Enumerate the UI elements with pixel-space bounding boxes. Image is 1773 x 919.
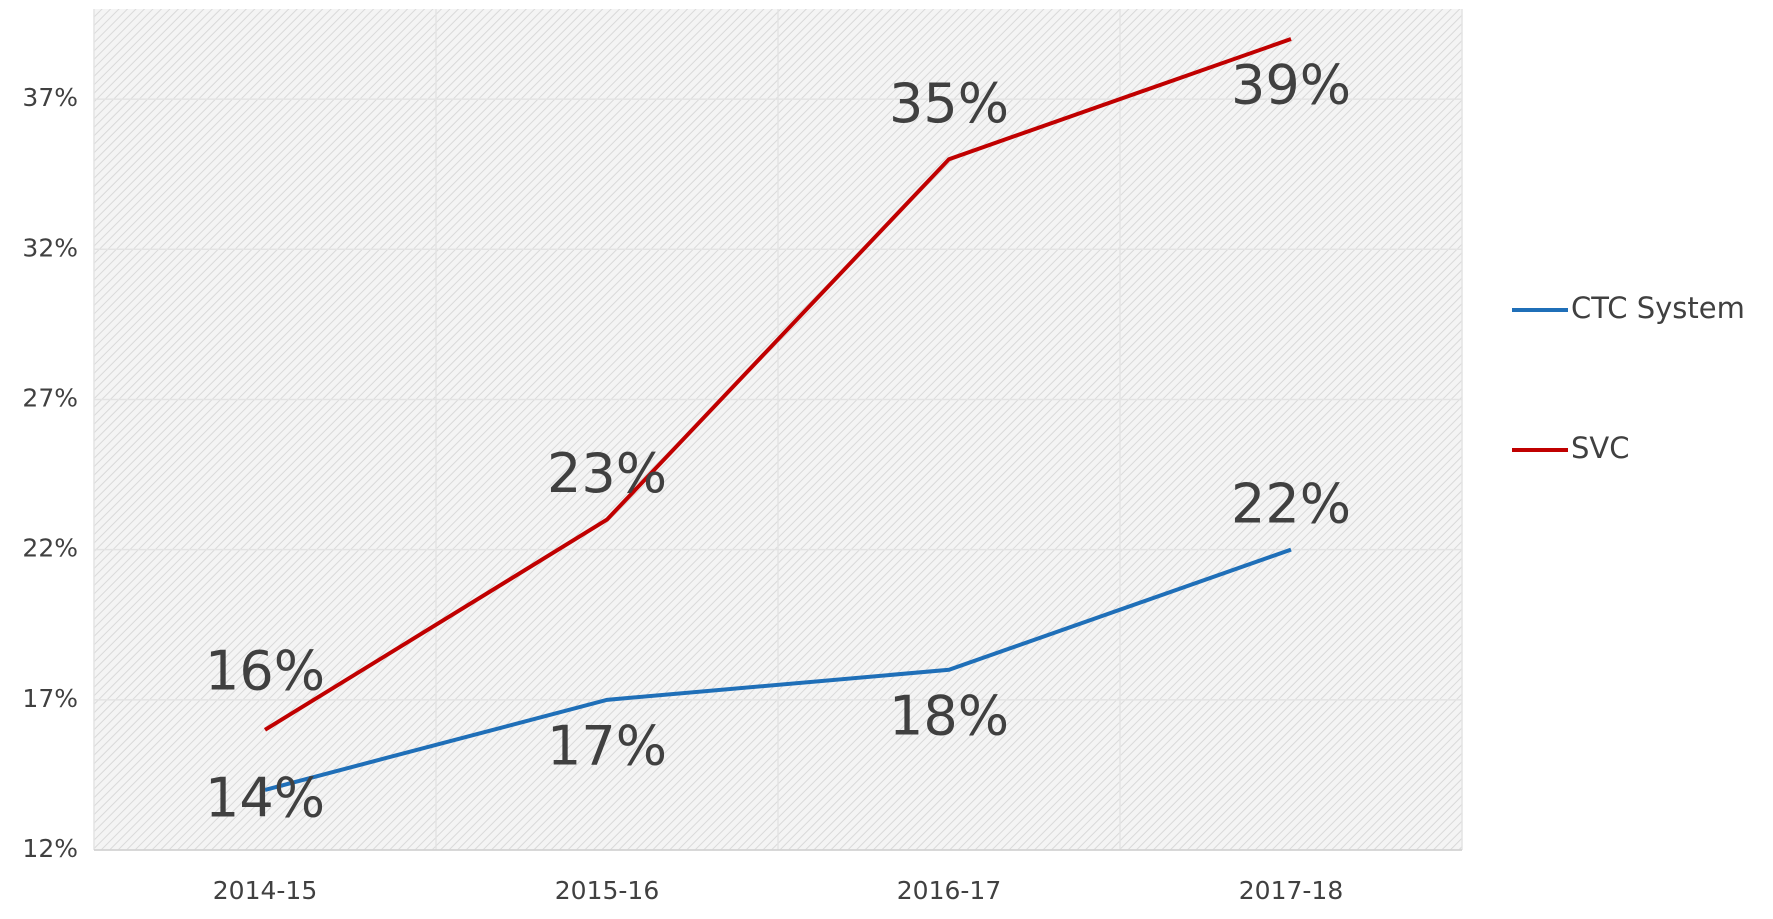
y-tick-label: 32% (22, 233, 78, 262)
y-tick-label: 37% (22, 83, 78, 112)
series-line (264, 547, 1292, 792)
data-label: 23% (547, 442, 667, 505)
data-label: 17% (547, 714, 667, 777)
data-label: 35% (889, 72, 1009, 135)
data-label: 39% (1231, 54, 1351, 117)
legend-label: SVC (1571, 431, 1630, 465)
y-tick-label: 17% (22, 684, 78, 713)
x-tick-label: 2015-16 (555, 876, 659, 905)
y-tick-label: 22% (22, 534, 78, 563)
data-label: 18% (889, 684, 1009, 747)
legend-label: CTC System (1571, 291, 1745, 325)
data-label: 14% (205, 767, 325, 830)
x-tick-label: 2017-18 (1239, 876, 1343, 905)
x-tick-label: 2014-15 (213, 876, 317, 905)
series-line (263, 37, 1292, 732)
y-tick-label: 27% (22, 383, 78, 412)
data-label: 16% (205, 639, 325, 702)
data-label: 22% (1231, 472, 1351, 535)
y-tick-label: 12% (22, 834, 78, 863)
x-tick-label: 2016-17 (897, 876, 1001, 905)
